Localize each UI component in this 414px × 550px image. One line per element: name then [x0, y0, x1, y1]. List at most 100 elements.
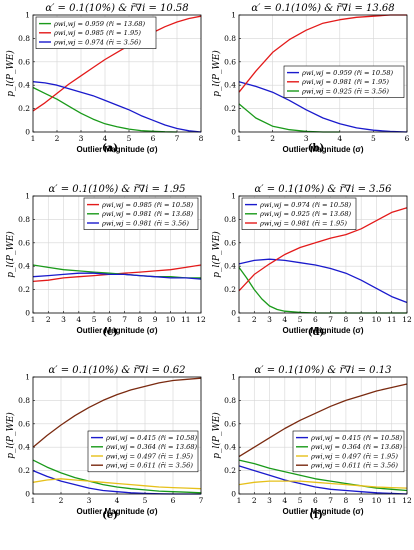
- x-tick-label: 11: [387, 496, 397, 505]
- legend-entry: ρwi,wj = 0.925 (r̄i = 3.56): [301, 87, 389, 95]
- y-tick-label: 0.8: [224, 215, 236, 224]
- x-tick-label: 2: [46, 315, 51, 324]
- y-tick-label: 0.4: [18, 262, 30, 271]
- x-tick-label: 8: [344, 315, 349, 324]
- panel-label: (d): [308, 327, 324, 338]
- y-tick-label: 0.8: [224, 34, 236, 43]
- x-tick-label: 9: [359, 496, 364, 505]
- legend-entry: ρwi,wj = 0.959 (r̄i = 13.68): [53, 20, 146, 28]
- x-tick-label: 8: [199, 134, 204, 143]
- chart-panel: α′ = 0.1(10%) & r̄∇i = 1.951 2 3 4 5 6 7 8 9 10 11…: [5, 184, 206, 338]
- x-axis-label: Outlier Magnitude (σ): [76, 145, 157, 154]
- legend-box: [35, 16, 157, 49]
- x-tick-label: 6: [313, 496, 318, 505]
- y-tick-label: 0.8: [18, 34, 30, 43]
- legend-entry: ρwi,wj = 0.611 (r̄i = 3.56): [310, 462, 398, 470]
- y-tick-label: 1: [231, 192, 236, 201]
- legend-box: [292, 430, 405, 473]
- x-tick-label: 6: [107, 315, 112, 324]
- y-axis-label: p_l(P_WE): [211, 231, 222, 278]
- x-tick-label: 10: [166, 315, 176, 324]
- y-tick-label: 1: [231, 11, 236, 20]
- x-tick-label: 4: [103, 134, 108, 143]
- y-tick-label: 0: [25, 128, 30, 137]
- chart-panel: α′ = 0.1(10%) & r̄∇i = 13.68 1 2 3 4 5 6 0 0.2 0.…: [211, 3, 410, 154]
- legend-entry: ρwi,wj = 0.974 (r̄i = 3.56): [53, 38, 141, 46]
- plot-frame: [32, 376, 202, 495]
- y-tick-label: 0: [25, 309, 30, 318]
- y-tick-label: 0.2: [18, 466, 30, 475]
- y-tick-label: 0.6: [224, 57, 236, 66]
- x-tick-label: 9: [359, 315, 364, 324]
- y-tick-label: 0: [25, 490, 30, 499]
- y-tick-label: 0.2: [224, 104, 236, 113]
- y-tick-label: 1: [231, 373, 236, 382]
- panel-label: (a): [102, 143, 118, 154]
- y-tick-label: 0.4: [224, 443, 236, 452]
- series-line-1: [238, 258, 408, 304]
- panel-label: (e): [102, 510, 118, 521]
- y-tick-label: 0.4: [18, 443, 30, 452]
- y-tick-label: 0: [231, 128, 236, 137]
- x-tick-label: 6: [151, 134, 156, 143]
- x-tick-label: 6: [405, 134, 410, 143]
- x-tick-label: 2: [270, 134, 275, 143]
- y-tick-label: 0.8: [18, 396, 30, 405]
- y-axis-label: p_l(P_WE): [5, 412, 16, 459]
- legend-entry: ρwi,wj = 0.985 (r̄i = 1.95): [53, 29, 141, 37]
- x-tick-label: 1: [237, 134, 242, 143]
- x-tick-label: 5: [371, 134, 376, 143]
- series-line-4: [32, 377, 202, 448]
- series-line-4: [238, 383, 408, 458]
- y-tick-label: 0.8: [224, 396, 236, 405]
- x-tick-label: 5: [298, 315, 303, 324]
- x-tick-label: 3: [267, 315, 272, 324]
- y-tick-label: 1: [25, 192, 30, 201]
- x-tick-label: 4: [76, 315, 81, 324]
- y-tick-label: 0.2: [224, 466, 236, 475]
- x-axis-label: Outlier Magnitude (σ): [76, 326, 157, 335]
- x-tick-label: 6: [171, 496, 176, 505]
- y-tick-label: 0: [231, 309, 236, 318]
- x-tick-label: 8: [138, 315, 143, 324]
- plot-frame: [238, 195, 408, 314]
- x-tick-label: 2: [252, 315, 257, 324]
- y-tick-label: 0.2: [18, 285, 30, 294]
- chart-title: α′ = 0.1(10%) & r̄∇i = 10.58: [45, 3, 188, 14]
- legend-box: [83, 197, 199, 230]
- series-line-1: [238, 81, 408, 133]
- legend-entry: ρwi,wj = 0.925 (r̄i = 13.68): [259, 210, 352, 218]
- legend-box: [283, 65, 405, 98]
- x-tick-label: 7: [328, 496, 333, 505]
- y-tick-label: 0.4: [224, 81, 236, 90]
- plot-frame: [32, 14, 202, 133]
- x-tick-label: 4: [282, 315, 287, 324]
- series-line-2: [238, 14, 407, 93]
- x-tick-label: 4: [115, 496, 120, 505]
- x-tick-label: 7: [199, 496, 204, 505]
- series-line-3: [238, 207, 408, 292]
- x-tick-label: 1: [31, 496, 36, 505]
- legend-entry: ρwi,wj = 0.364 (r̄i = 13.68): [310, 443, 403, 451]
- series-line-2: [32, 459, 202, 494]
- x-tick-label: 3: [61, 315, 66, 324]
- x-tick-label: 4: [337, 134, 342, 143]
- x-tick-label: 5: [298, 496, 303, 505]
- x-tick-label: 2: [55, 134, 60, 143]
- legend-entry: ρwi,wj = 0.981 (r̄i = 1.95): [259, 219, 347, 227]
- chart-title: α′ = 0.1(10%) & r̄∇i = 0.13: [255, 365, 392, 376]
- y-tick-label: 0.6: [224, 419, 236, 428]
- y-tick-label: 0.2: [18, 104, 30, 113]
- x-tick-label: 10: [372, 496, 382, 505]
- x-tick-label: 12: [402, 315, 412, 324]
- legend-entry: ρwi,wj = 0.981 (r̄i = 3.56): [101, 219, 189, 227]
- y-axis-label: p_l(P_WE): [5, 50, 16, 97]
- x-tick-label: 1: [237, 315, 242, 324]
- legend-entry: ρwi,wj = 0.497 (r̄i = 1.95): [105, 452, 193, 460]
- series-line-3: [32, 272, 202, 280]
- x-axis-label: Outlier Magnitude (σ): [282, 145, 363, 154]
- x-tick-label: 5: [127, 134, 132, 143]
- series-line-1: [32, 86, 178, 133]
- x-tick-label: 11: [181, 315, 191, 324]
